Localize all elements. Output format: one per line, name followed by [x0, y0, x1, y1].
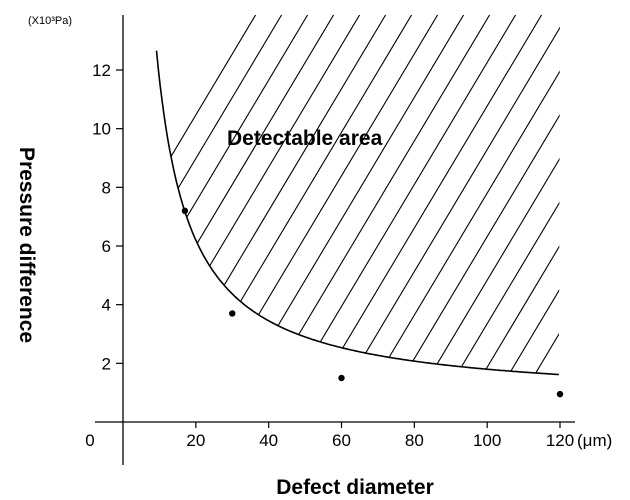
- y-tick-label: 6: [102, 237, 111, 256]
- x-tick-label: 100: [473, 431, 501, 450]
- hatch-line: [156, 15, 366, 375]
- hatch-line: [156, 15, 288, 375]
- y-tick-label: 8: [102, 178, 111, 197]
- x-axis-title: Defect diameter: [276, 476, 434, 499]
- hatch-line: [526, 15, 560, 375]
- data-point: [181, 207, 189, 214]
- hatch-line: [240, 15, 496, 375]
- x-tick-label: 0: [85, 431, 94, 450]
- hatch-line: [214, 15, 470, 375]
- hatch-line: [162, 15, 418, 375]
- y-tick-label: 12: [92, 61, 111, 80]
- threshold-curve: [155, 50, 559, 376]
- x-tick-label: 80: [405, 431, 424, 450]
- data-point: [338, 374, 345, 382]
- x-tick-label: 20: [186, 431, 205, 450]
- hatch-line: [396, 15, 560, 375]
- y-tick-label: 10: [92, 120, 111, 139]
- x-tick-label: 120: [546, 431, 574, 450]
- x-tick-label: 60: [332, 431, 351, 450]
- hatch-line: [292, 15, 548, 375]
- hatch-line: [156, 15, 262, 375]
- hatch-line: [370, 15, 560, 375]
- hatch-line: [552, 15, 560, 375]
- hatch-line: [156, 15, 392, 375]
- x-tick-label: 40: [259, 431, 278, 450]
- hatch-line: [318, 15, 560, 375]
- data-point: [229, 310, 236, 317]
- hatch-line: [188, 15, 444, 375]
- hatch-line: [156, 15, 340, 375]
- y-tick-label: 4: [102, 296, 111, 315]
- hatch-line: [422, 15, 560, 375]
- y-tick-label: 2: [102, 354, 111, 373]
- hatch-line: [448, 15, 560, 375]
- detectable-area-label: Detectable area: [227, 127, 383, 150]
- y-axis-title: Pressure difference: [15, 147, 38, 343]
- hatch-line: [500, 15, 560, 375]
- y-unit-label: (X10³Pa): [28, 15, 72, 27]
- x-unit-label: (μm): [577, 431, 612, 450]
- hatch-line: [474, 15, 560, 375]
- data-point: [556, 390, 564, 398]
- hatch-line: [266, 15, 522, 375]
